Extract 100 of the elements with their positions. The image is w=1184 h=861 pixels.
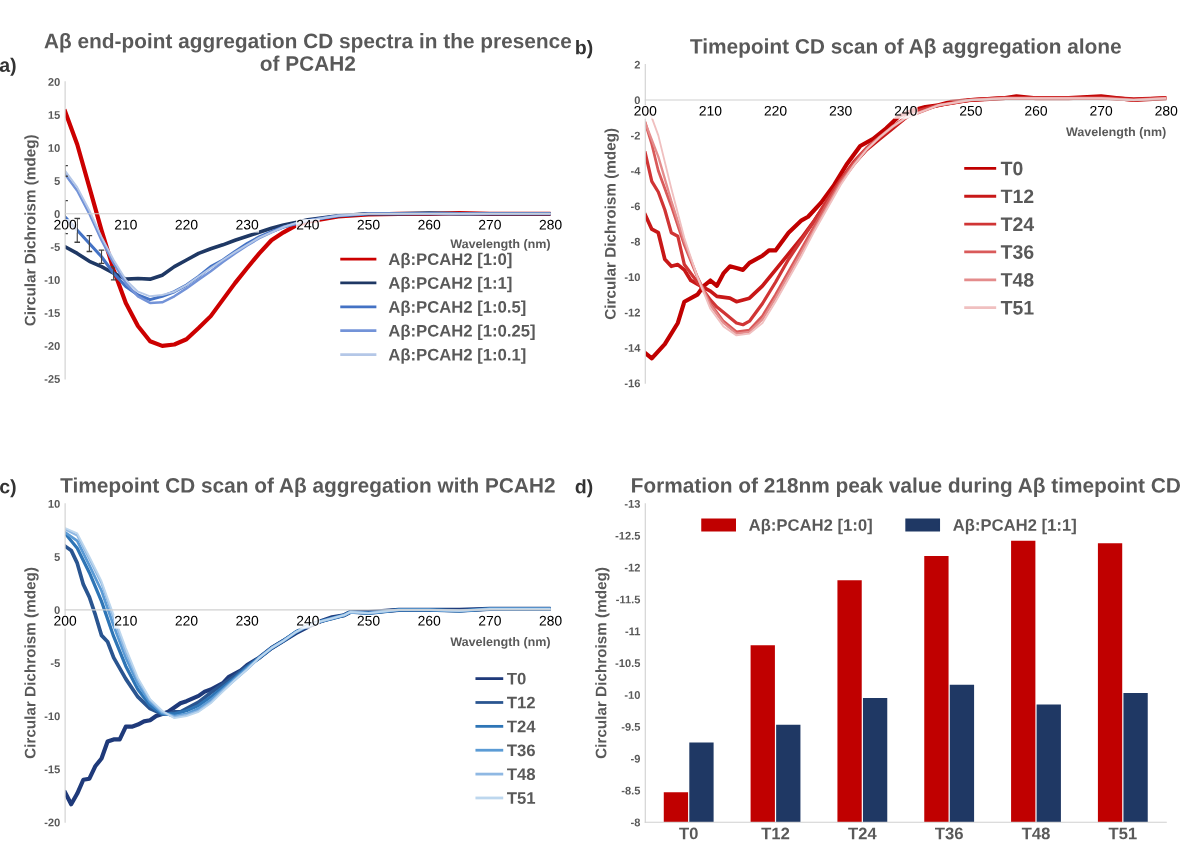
x-tick-label: 260 — [418, 615, 441, 626]
y-tick-label: -20 — [44, 818, 60, 827]
y-tick-label: -10 — [624, 691, 640, 699]
x-tick-label: 210 — [114, 615, 137, 626]
chart-title: Formation of 218nm peak value during Aβ timepoint CD — [632, 477, 1180, 497]
y-tick-label: -8 — [630, 237, 641, 246]
x-tick-label: T51 — [1108, 827, 1137, 840]
legend-label: Aβ:PCAH2 [1:0.5] — [388, 300, 526, 317]
x-tick-label: 200 — [634, 105, 657, 116]
legend-label: T36 — [507, 744, 535, 757]
x-tick-label: 240 — [296, 219, 319, 230]
x-tick-label: T48 — [1021, 827, 1050, 840]
x-tick-label: 210 — [699, 105, 722, 116]
x-tick-label: 240 — [296, 615, 319, 626]
x-tick-label: T24 — [848, 827, 877, 840]
x-tick-label: 270 — [478, 615, 501, 626]
legend-label: Aβ:PCAH2 [1:1] — [953, 518, 1076, 535]
x-tick-label: 260 — [1025, 105, 1048, 116]
y-tick-label: 20 — [48, 78, 60, 86]
x-tick-label: 260 — [418, 219, 441, 230]
x-tick-label: 280 — [539, 615, 562, 626]
y-tick-label: 15 — [48, 111, 60, 119]
y-tick-label: 0 — [54, 606, 60, 615]
x-tick-label: 210 — [114, 219, 137, 230]
y-axis-title: Circular Dichroism (mdeg) — [595, 567, 610, 759]
x-axis-title: Wavelength (nm) — [1066, 127, 1166, 139]
y-tick-label: -25 — [44, 375, 60, 383]
x-axis-title: Wavelength (nm) — [450, 636, 550, 649]
x-tick-label: 230 — [236, 615, 259, 626]
y-tick-label: 0 — [634, 96, 640, 105]
x-tick-label: 220 — [175, 615, 198, 626]
x-tick-label: T12 — [761, 827, 790, 840]
y-tick-label: -4 — [630, 167, 641, 175]
chart-title: Timepoint CD scan of Aβ aggregation alone — [690, 38, 1121, 58]
legend-label: Aβ:PCAH2 [1:0.25] — [388, 324, 535, 340]
y-tick-label: 2 — [634, 60, 640, 69]
legend-label: T48 — [507, 768, 536, 781]
legend-label: Aβ:PCAH2 [1:0.1] — [388, 348, 526, 364]
y-axis-title: Circular Dichroism (mdeg) — [604, 128, 619, 320]
legend-label: T12 — [507, 696, 535, 709]
y-tick-label: -5 — [50, 659, 60, 668]
y-tick-label: -10 — [624, 273, 640, 282]
legend-label: T0 — [1000, 161, 1023, 176]
x-tick-label: 270 — [1090, 105, 1113, 116]
text: c) — [0, 479, 16, 498]
legend-label: T51 — [507, 792, 536, 804]
legend-label: T36 — [1000, 245, 1034, 259]
chart-title: Timepoint CD scan of Aβ aggregation with PCAH2 — [60, 477, 555, 497]
y-tick-label: -15 — [44, 765, 60, 774]
y-tick-label: -15 — [44, 309, 60, 317]
y-tick-label: 10 — [48, 144, 60, 152]
legend-label: Aβ:PCAH2 [1:1] — [388, 276, 512, 293]
y-tick-label: -10 — [44, 276, 60, 284]
x-axis-title: Wavelength (nm) — [450, 239, 550, 251]
legend-label: Aβ:PCAH2 [1:0] — [749, 518, 872, 535]
y-tick-label: 5 — [54, 553, 60, 561]
text: b) — [576, 40, 593, 59]
x-tick-label: 200 — [54, 219, 77, 230]
x-tick-label: 230 — [236, 219, 259, 230]
text: a) — [0, 57, 16, 76]
x-tick-label: 220 — [175, 219, 198, 230]
x-tick-label: 240 — [894, 105, 917, 116]
y-tick-label: -10.5 — [615, 659, 641, 668]
x-tick-label: 250 — [357, 219, 380, 230]
y-tick-label: -11 — [625, 627, 641, 636]
x-tick-label: 270 — [478, 219, 501, 230]
y-tick-label: -2 — [630, 131, 640, 140]
x-tick-label: 230 — [829, 105, 852, 116]
y-axis-title: Circular Dichroism (mdeg) — [24, 135, 39, 326]
chart-title: Aβ end-point aggregation CD spectra in the presence of PCAH2 — [44, 33, 572, 71]
x-tick-label: 220 — [764, 105, 787, 116]
y-tick-label: 5 — [54, 177, 60, 185]
x-tick-label: T36 — [935, 827, 963, 840]
x-tick-label: 280 — [539, 219, 562, 230]
legend-label: T12 — [1000, 189, 1034, 204]
x-tick-label: T0 — [679, 827, 698, 840]
y-tick-label: -14 — [624, 344, 641, 352]
x-tick-label: 280 — [1155, 105, 1178, 116]
legend-label: Aβ:PCAH2 [1:0] — [388, 252, 512, 269]
y-tick-label: -12.5 — [615, 531, 641, 540]
y-axis-title: Circular Dichroism (mdeg) — [24, 567, 39, 759]
y-tick-label: -8 — [630, 818, 641, 827]
y-tick-label: -20 — [44, 342, 60, 350]
y-tick-label: -5 — [50, 243, 60, 251]
y-tick-label: -10 — [44, 712, 60, 721]
legend-label: T0 — [507, 672, 526, 685]
text: d) — [575, 479, 593, 498]
x-tick-label: 250 — [959, 105, 982, 116]
y-tick-label: 10 — [48, 499, 60, 508]
y-tick-label: -16 — [624, 379, 641, 388]
y-tick-label: 0 — [54, 210, 60, 218]
y-tick-label: -11.5 — [616, 595, 641, 604]
y-tick-label: -9.5 — [621, 722, 641, 731]
y-tick-label: -8.5 — [621, 786, 641, 795]
y-tick-label: -13 — [624, 499, 641, 508]
y-tick-label: -12 — [624, 563, 640, 572]
legend-label: T24 — [507, 720, 536, 733]
y-tick-label: -12 — [624, 308, 640, 317]
y-tick-label: -9 — [630, 754, 641, 763]
x-tick-label: 250 — [357, 615, 380, 626]
